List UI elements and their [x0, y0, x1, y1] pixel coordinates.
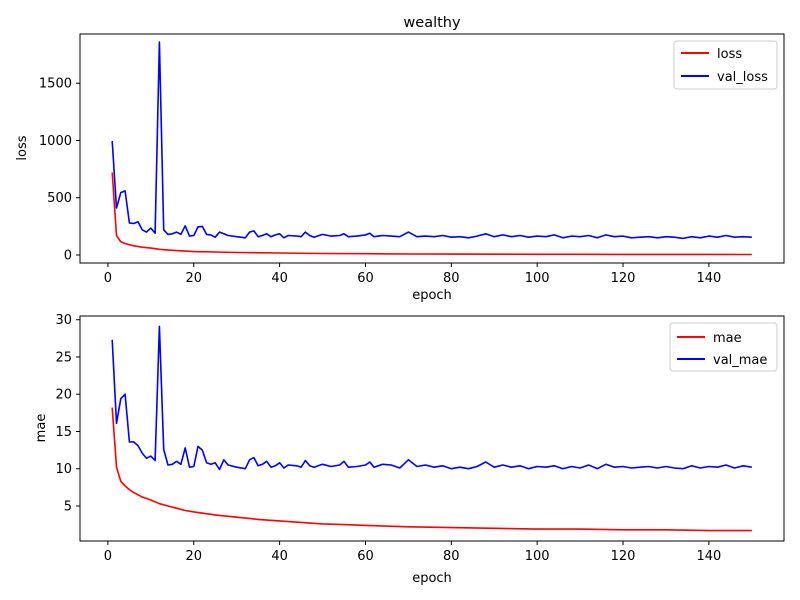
y-tick-label: 15 — [55, 425, 72, 440]
plot-frame — [79, 315, 785, 542]
y-tick-label: 25 — [55, 350, 72, 365]
y-axis-label: loss — [15, 135, 30, 160]
x-axis-label: epoch — [412, 288, 452, 303]
x-tick-label: 140 — [696, 271, 721, 286]
legend: loss val_loss — [673, 40, 778, 90]
plot-frame — [79, 33, 785, 264]
series-line-val-loss — [111, 41, 752, 240]
x-tick-label: 40 — [271, 549, 288, 564]
y-axis-ticks: 5 10 15 20 25 30 — [55, 313, 80, 514]
x-tick-label: 20 — [185, 271, 202, 286]
legend: mae val_mae — [669, 322, 778, 372]
x-tick-label: 140 — [696, 549, 721, 564]
series-line-mae — [111, 407, 752, 532]
x-tick-label: 80 — [443, 549, 460, 564]
x-tick-label: 120 — [611, 549, 636, 564]
series-line-loss — [111, 172, 752, 256]
x-tick-label: 120 — [611, 271, 636, 286]
plot-area — [111, 41, 752, 256]
x-tick-label: 100 — [525, 271, 550, 286]
series-line-val-mae — [111, 325, 752, 471]
legend-label-val-mae: val_mae — [713, 353, 767, 368]
x-tick-label: 80 — [443, 271, 460, 286]
x-tick-label: 40 — [271, 271, 288, 286]
y-tick-label: 500 — [47, 191, 72, 206]
mae-subplot: epoch mae 0 20 40 60 80 100 120 140 5 10 15 20 25 30… — [34, 313, 785, 586]
x-tick-label: 0 — [104, 271, 112, 286]
y-tick-label: 1500 — [39, 77, 72, 92]
x-axis-ticks: 0 20 40 60 80 100 120 140 — [104, 541, 721, 564]
legend-label-val-loss: val_loss — [717, 70, 768, 85]
y-tick-label: 1000 — [39, 134, 72, 149]
x-tick-label: 0 — [104, 549, 112, 564]
loss-subplot: wealthy epoch loss 0 20 40 60 80 100 120 140 0 5… — [15, 15, 785, 303]
x-axis-label: epoch — [412, 571, 452, 586]
legend-label-mae: mae — [713, 331, 742, 346]
y-tick-label: 0 — [64, 248, 72, 263]
legend-label-loss: loss — [717, 47, 742, 62]
plot-area — [111, 325, 752, 532]
x-tick-label: 20 — [185, 549, 202, 564]
y-tick-label: 20 — [55, 388, 72, 403]
chart-title: wealthy — [403, 15, 461, 31]
x-tick-label: 60 — [357, 271, 374, 286]
x-tick-label: 100 — [525, 549, 550, 564]
y-axis-ticks: 0 500 1000 1500 — [39, 77, 80, 263]
y-tick-label: 5 — [64, 499, 72, 514]
x-tick-label: 60 — [357, 549, 374, 564]
x-axis-ticks: 0 20 40 60 80 100 120 140 — [104, 263, 721, 286]
y-axis-label: mae — [34, 414, 49, 443]
y-tick-label: 10 — [55, 462, 72, 477]
y-tick-label: 30 — [55, 313, 72, 328]
